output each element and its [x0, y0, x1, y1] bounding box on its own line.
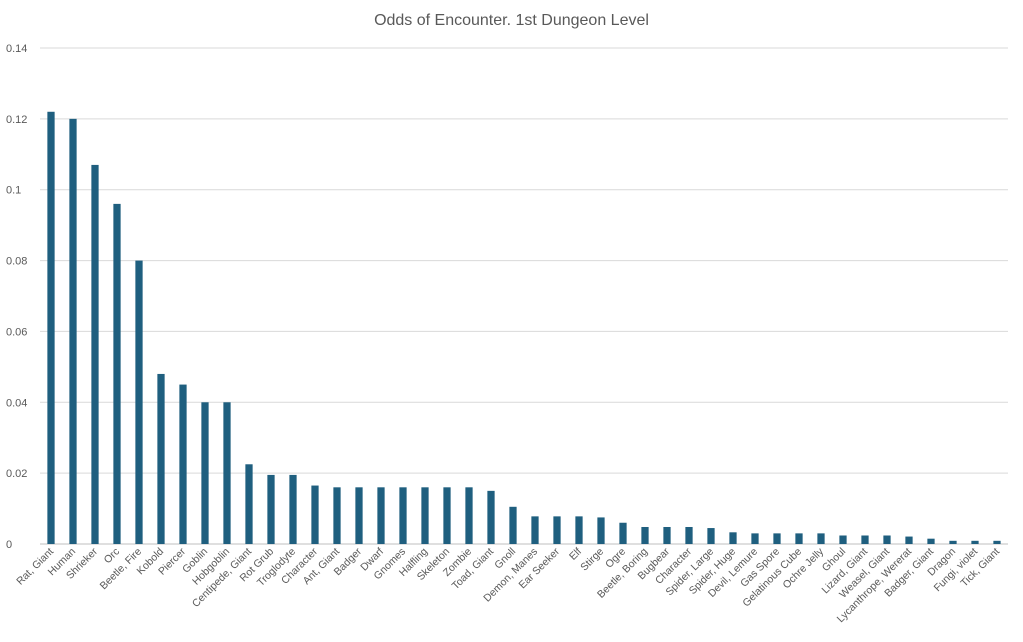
bar	[289, 474, 297, 544]
bar	[993, 540, 1001, 544]
bar	[729, 532, 737, 544]
bar	[201, 402, 209, 544]
bar	[509, 506, 517, 544]
bar	[135, 260, 143, 544]
bar	[751, 533, 759, 544]
bar	[113, 203, 121, 544]
chart-title: Odds of Encounter. 1st Dungeon Level	[374, 12, 649, 29]
bar	[69, 118, 77, 544]
bar	[91, 164, 99, 544]
y-tick-label: 0.14	[6, 43, 27, 55]
bar	[443, 487, 451, 544]
bar	[685, 526, 693, 544]
bar	[421, 487, 429, 544]
bar	[817, 533, 825, 544]
bar	[333, 487, 341, 544]
bars	[47, 111, 1001, 545]
bar	[795, 533, 803, 544]
bar	[553, 516, 561, 544]
y-tick-label: 0.1	[6, 185, 21, 197]
bar	[663, 526, 671, 544]
bar	[47, 111, 55, 545]
bar	[773, 533, 781, 544]
bar	[949, 540, 957, 544]
y-axis-labels: 0 0.02 0.04 0.06 0.08 0.1 0.12 0.14	[6, 43, 27, 551]
bar	[399, 487, 407, 544]
bar	[861, 535, 869, 544]
y-tick-label: 0.08	[6, 256, 27, 268]
bar	[597, 517, 605, 544]
bar	[179, 384, 187, 544]
bar	[487, 490, 495, 544]
x-tick-label: Stirge	[578, 546, 606, 574]
x-tick-label: Elf	[567, 546, 584, 563]
bar	[575, 516, 583, 544]
y-tick-label: 0.12	[6, 114, 27, 126]
bar	[641, 526, 649, 544]
bar	[157, 373, 165, 544]
bar	[971, 540, 979, 544]
bar	[927, 538, 935, 544]
bar	[839, 535, 847, 544]
bar	[355, 487, 363, 544]
gridlines	[40, 47, 1008, 545]
bar	[619, 522, 627, 544]
bar	[883, 535, 891, 544]
y-tick-label: 0.06	[6, 326, 27, 338]
bar	[311, 485, 319, 544]
bar	[465, 487, 473, 544]
bar	[223, 402, 231, 544]
bar	[707, 528, 715, 544]
bar	[267, 474, 275, 544]
y-tick-label: 0.04	[6, 397, 27, 409]
bar	[377, 487, 385, 544]
y-tick-label: 0.02	[6, 468, 27, 480]
y-tick-label: 0	[6, 539, 12, 551]
bar	[245, 464, 253, 544]
bar	[905, 536, 913, 544]
bar	[531, 516, 539, 544]
